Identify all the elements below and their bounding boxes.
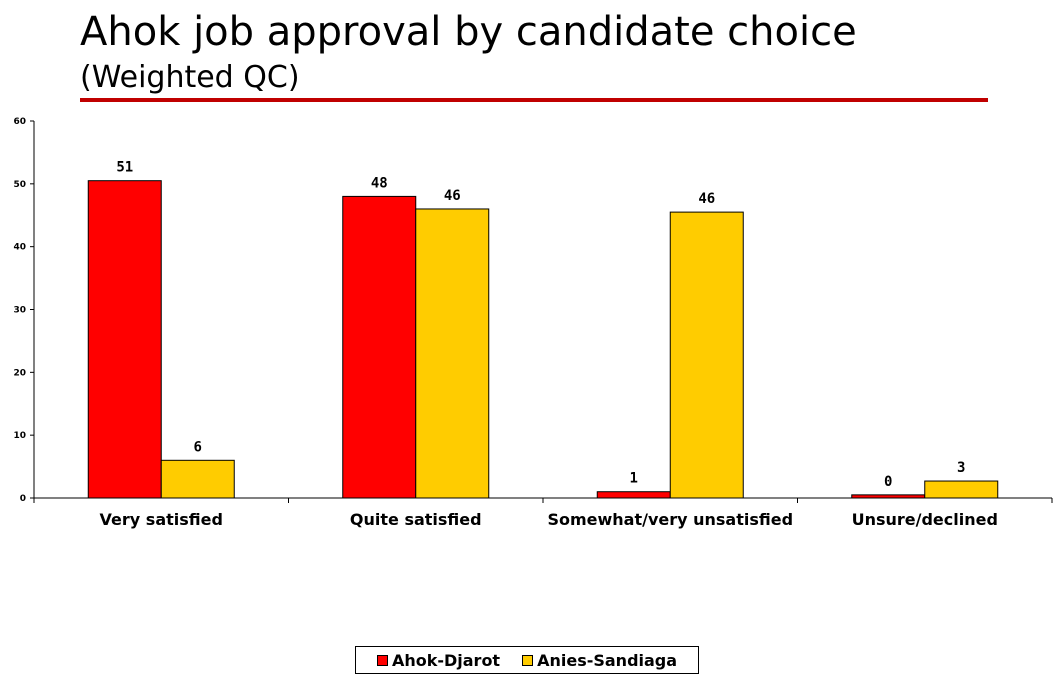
- legend-label-ahok-djarot: Ahok-Djarot: [391, 650, 501, 670]
- data-label: 3: [957, 460, 965, 476]
- bar-anies-sandiaga: [669, 211, 744, 499]
- legend-swatch-ahok-djarot: [376, 654, 388, 666]
- x-tick-label: Somewhat/very unsatisfied: [547, 510, 793, 529]
- bar-anies-sandiaga: [924, 480, 999, 499]
- legend-label-anies-sandiaga: Anies-Sandiaga: [537, 650, 678, 670]
- chart-subtitle: (Weighted QC): [80, 60, 300, 95]
- y-tick-label: 60: [13, 117, 26, 127]
- y-tick-label: 20: [13, 368, 26, 378]
- data-label: 48: [371, 175, 388, 191]
- x-tick-label: Unsure/declined: [852, 510, 998, 529]
- data-label: 46: [444, 188, 461, 204]
- legend-swatch-anies-sandiaga: [522, 654, 534, 666]
- data-label: 46: [698, 191, 715, 207]
- data-label: 6: [194, 439, 202, 455]
- bar-anies-sandiaga: [160, 459, 235, 499]
- data-label: 1: [630, 471, 638, 487]
- x-tick-label: Quite satisfied: [350, 510, 482, 529]
- y-tick-label: 0: [20, 494, 26, 504]
- y-tick-label: 40: [13, 243, 26, 253]
- bar-ahok-djarot: [596, 491, 671, 499]
- legend-item-ahok-djarot: Ahok-Djarot: [376, 650, 501, 670]
- legend-item-anies-sandiaga: Anies-Sandiaga: [522, 651, 677, 670]
- data-label: 0: [884, 474, 892, 490]
- y-tick-label: 30: [13, 306, 26, 316]
- legend: Ahok-Djarot Anies-Sandiaga: [355, 646, 699, 674]
- bar-ahok-djarot: [87, 180, 162, 499]
- y-tick-label: 50: [13, 180, 26, 190]
- bar-ahok-djarot: [342, 195, 417, 499]
- chart-title: Ahok job approval by candidate choice: [80, 9, 857, 55]
- x-tick-label: Very satisfied: [100, 510, 223, 529]
- bar-anies-sandiaga: [415, 208, 490, 499]
- title-underline: [80, 98, 988, 102]
- data-label: 51: [116, 160, 133, 176]
- y-tick-label: 10: [13, 431, 26, 441]
